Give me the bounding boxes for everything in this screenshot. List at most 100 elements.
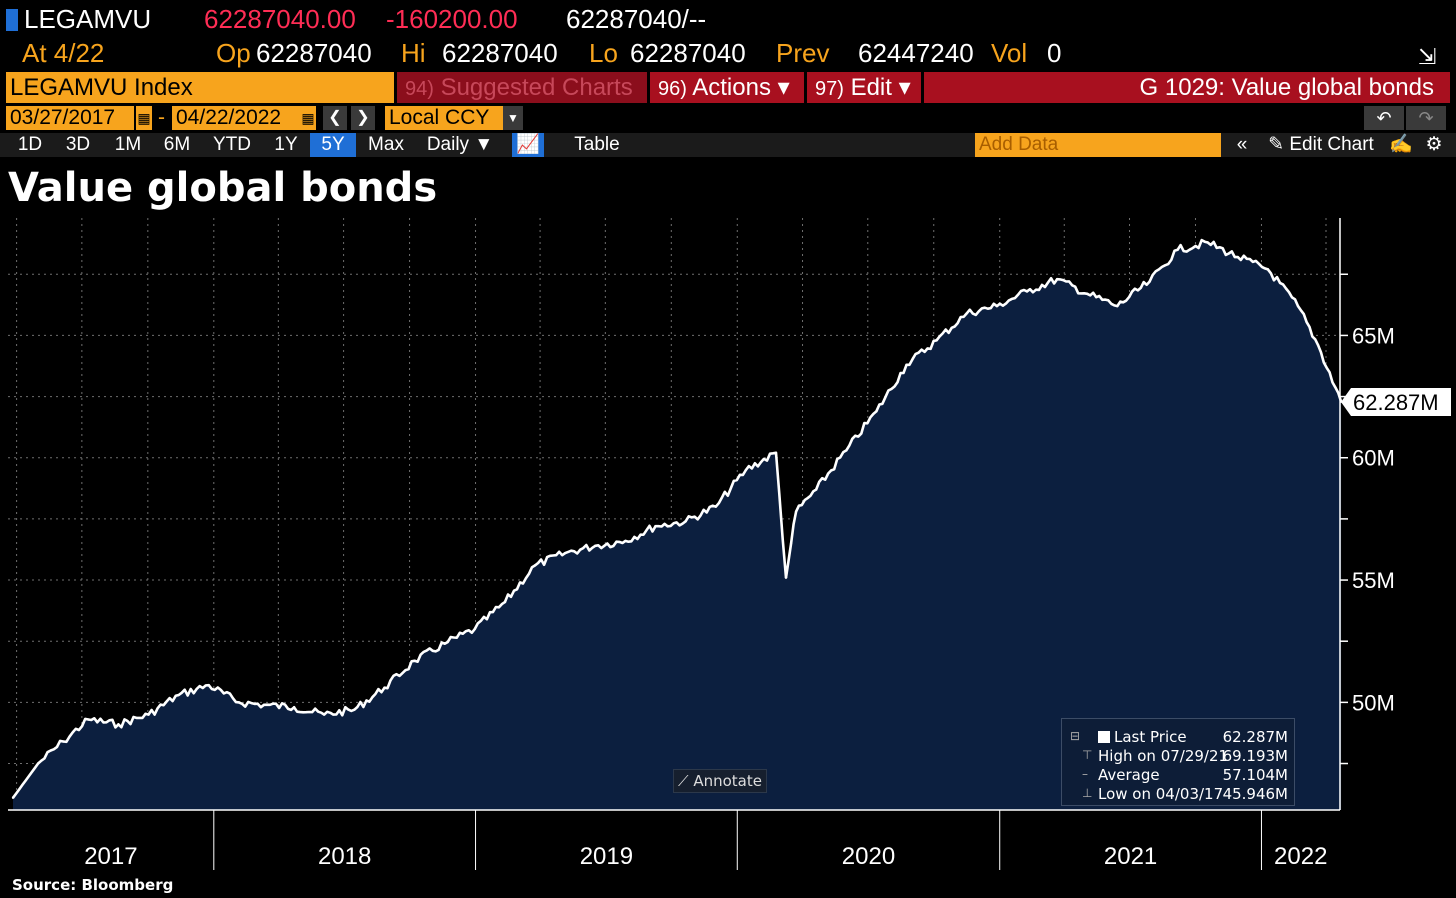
quote-stats: At 4/22 Op 62287040 Hi 62287040 Lo 62287… bbox=[0, 36, 1456, 70]
redo-icon[interactable]: ↷ bbox=[1406, 106, 1446, 130]
data-point bbox=[1086, 292, 1089, 296]
period-button-max[interactable]: Max bbox=[368, 134, 404, 155]
data-point bbox=[684, 520, 687, 523]
period-button-1d[interactable]: 1D bbox=[17, 134, 43, 155]
data-point bbox=[292, 706, 296, 709]
high-value: 62287040 bbox=[442, 38, 558, 68]
ticker-symbol: LEGAMVU bbox=[24, 4, 152, 34]
period-button-ytd[interactable]: YTD bbox=[213, 134, 251, 155]
y-axis: 50M 55M 60M 65M bbox=[1339, 218, 1395, 810]
last-value-tag: 62.287M bbox=[1341, 386, 1453, 422]
average-marker-icon: – bbox=[1082, 767, 1088, 781]
data-point bbox=[443, 642, 446, 645]
data-point bbox=[503, 600, 507, 604]
popout-icon[interactable]: ⇲ bbox=[1418, 44, 1437, 69]
edit-number: 97) bbox=[815, 78, 844, 100]
data-point bbox=[624, 539, 627, 543]
net-change: -160200.00 bbox=[386, 4, 518, 34]
data-point bbox=[1055, 277, 1059, 281]
data-point bbox=[473, 627, 477, 631]
data-point bbox=[875, 410, 878, 413]
undo-icon[interactable]: ↶ bbox=[1364, 106, 1404, 130]
bid-ask: 62287040/-- bbox=[566, 4, 707, 34]
line-chart-icon[interactable]: 📈 bbox=[512, 133, 544, 157]
chevron-left-icon[interactable]: ❮ bbox=[323, 106, 347, 130]
as-of-date: At 4/22 bbox=[22, 38, 105, 68]
legend: ⊟ Last Price 62.287M ⊤ High on 07/29/21 69… bbox=[1061, 718, 1295, 806]
low-value: 62287040 bbox=[630, 38, 746, 68]
edit-menu[interactable]: 97) Edit ▾ bbox=[807, 72, 921, 103]
data-point bbox=[794, 510, 798, 513]
data-point bbox=[1116, 304, 1119, 308]
collapse-icon[interactable]: « bbox=[1236, 134, 1248, 155]
period-button-1m[interactable]: 1M bbox=[114, 134, 142, 155]
calendar-icon[interactable]: ▦ bbox=[300, 106, 316, 130]
calendar-icon[interactable]: ▦ bbox=[136, 106, 152, 130]
high-marker-icon: ⊤ bbox=[1082, 748, 1093, 762]
frequency-select[interactable]: Daily ▼ bbox=[426, 134, 494, 155]
table-button[interactable]: Table bbox=[574, 134, 620, 155]
data-point bbox=[1206, 241, 1209, 244]
actions-menu[interactable]: 96) Actions ▾ bbox=[650, 72, 804, 103]
date-range-bar: 03/27/2017 ▦ - 04/22/2022 ▦ ❮ ❯ Local CC… bbox=[0, 106, 1456, 130]
legend-item: Low on 04/03/17 45.946M bbox=[1098, 785, 1288, 804]
data-point bbox=[237, 701, 241, 704]
legend-value: 62.287M bbox=[1222, 728, 1288, 746]
source-note: Source: Bloomberg bbox=[12, 876, 174, 894]
period-button-6m[interactable]: 6M bbox=[163, 134, 191, 155]
series-points bbox=[11, 241, 1343, 799]
x-tick-label: 2021 bbox=[1104, 843, 1157, 870]
period-button-3d[interactable]: 3D bbox=[65, 134, 91, 155]
data-point bbox=[905, 363, 908, 366]
y-tick-label: 65M bbox=[1352, 323, 1395, 348]
period-toolbar: 1D 3D 1M 6M YTD 1Y 5Y Max Daily ▼ 📈 Tabl… bbox=[0, 133, 1456, 157]
prev-value: 62447240 bbox=[858, 38, 974, 68]
data-point bbox=[744, 468, 748, 472]
data-point bbox=[845, 449, 848, 452]
open-value: 62287040 bbox=[256, 38, 372, 68]
chevron-right-icon[interactable]: ❯ bbox=[351, 106, 375, 130]
suggested-charts-number: 94) bbox=[405, 78, 434, 100]
currency-select[interactable]: Local CCY bbox=[385, 106, 503, 130]
data-point bbox=[262, 703, 266, 707]
data-point bbox=[1316, 344, 1320, 347]
high-label: Hi bbox=[401, 38, 426, 68]
data-point bbox=[36, 762, 40, 765]
chevron-down-icon[interactable]: ▼ bbox=[503, 106, 523, 130]
x-axis: 2017 2018 2019 2020 2021 2022 bbox=[8, 809, 1340, 870]
security-indicator bbox=[6, 9, 18, 31]
suggested-charts-label: Suggested Charts bbox=[440, 74, 633, 101]
annotate-button[interactable]: ⟋ Annotate bbox=[673, 769, 767, 793]
y-tick-label: 55M bbox=[1352, 568, 1395, 593]
data-point bbox=[62, 740, 65, 743]
add-data-input[interactable]: Add Data bbox=[975, 133, 1221, 157]
legend-value: 69.193M bbox=[1222, 747, 1288, 765]
suggested-charts-button[interactable]: 94) Suggested Charts bbox=[397, 72, 647, 103]
legend-label: Low on 04/03/17 bbox=[1098, 785, 1224, 803]
end-date-input[interactable]: 04/22/2022 bbox=[172, 106, 300, 130]
series-line bbox=[11, 238, 1343, 799]
low-marker-icon: ⊥ bbox=[1082, 786, 1093, 800]
gear-icon[interactable]: ⚙ bbox=[1425, 134, 1443, 155]
legend-item: High on 07/29/21 69.193M bbox=[1098, 747, 1288, 766]
legend-item: Average 57.104M bbox=[1098, 766, 1288, 785]
x-tick-label: 2017 bbox=[84, 843, 137, 870]
period-button-1y[interactable]: 1Y bbox=[274, 134, 298, 155]
edit-note-icon[interactable]: ✍ bbox=[1389, 134, 1413, 155]
actions-label: Actions ▾ bbox=[692, 74, 790, 101]
legend-label: Average bbox=[1098, 766, 1160, 784]
data-point bbox=[774, 451, 778, 455]
legend-toggle-icon[interactable]: ⊟ bbox=[1070, 729, 1081, 743]
x-tick-label: 2018 bbox=[318, 843, 371, 870]
data-point bbox=[147, 713, 150, 716]
edit-label: Edit ▾ bbox=[850, 74, 911, 101]
data-point bbox=[965, 312, 968, 315]
legend-value: 57.104M bbox=[1222, 766, 1288, 784]
security-field[interactable]: LEGAMVU Index bbox=[6, 72, 394, 103]
data-point bbox=[1266, 268, 1270, 271]
data-point bbox=[87, 718, 90, 721]
period-button-5y[interactable]: 5Y bbox=[310, 133, 356, 157]
start-date-input[interactable]: 03/27/2017 bbox=[6, 106, 134, 130]
data-point bbox=[323, 713, 326, 716]
edit-chart-button[interactable]: ✎ Edit Chart bbox=[1262, 133, 1380, 157]
